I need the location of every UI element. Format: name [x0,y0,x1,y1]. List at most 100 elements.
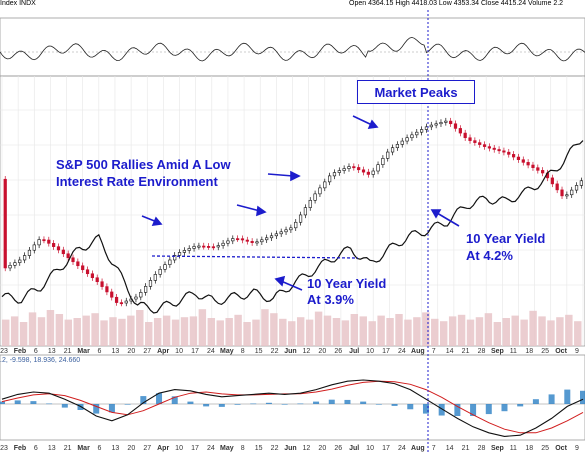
macd-histogram-bar [108,404,115,413]
macd-histogram-bar [234,404,241,405]
volume-bar [46,310,55,346]
x-tick-label: 7 [432,445,436,452]
volume-bar [127,315,135,346]
candle-body [81,265,85,271]
candle-body [439,122,443,125]
arrow-1-head [151,216,163,226]
volume-bar [332,318,341,346]
candle-body [37,239,41,246]
price-candles [3,117,583,307]
yield-line [1,140,584,314]
macd-histogram-bar [391,404,398,406]
x-tick-label: 13 [48,445,56,452]
volume-bar [198,309,207,346]
candle-body [574,185,579,191]
yield-42-line2: At 4.2% [466,248,513,263]
candle-body [507,151,511,155]
volume-bar [37,317,46,346]
macd-histogram-bar [14,400,21,404]
macd-line [1,379,584,437]
x-tick-label: 15 [255,445,263,452]
x-tick-label: 17 [382,348,390,355]
candle-body [449,120,453,125]
x-tick-label: 10 [175,445,183,452]
x-tick-label: May [220,445,234,452]
x-tick-label: Oct [555,348,567,355]
volume-bar [82,315,90,346]
candle-body [187,248,191,251]
macd-panel [0,354,585,441]
x-tick-label: 24 [398,445,406,452]
candle-body [66,253,70,259]
arrow-5-head [274,275,286,287]
x-tick-label: 18 [525,445,533,452]
x-tick-label: 27 [143,445,151,452]
x-tick-label: Oct [555,445,567,452]
candle-body [47,239,51,244]
volume-bar [118,318,126,346]
x-tick-label: Jun [284,445,296,452]
macd-histogram-bar [580,390,585,404]
candle-body [463,132,467,139]
candle-body [347,166,351,169]
x-tick-label: 22 [271,348,279,355]
candle-body [124,300,128,304]
candle-body [240,238,245,241]
arrow-2 [236,204,261,212]
candle-body [265,237,269,241]
candle-body [168,259,172,265]
volume-bar [109,317,117,346]
candle-body [27,249,32,256]
x-tick-label: 20 [127,445,135,452]
macd-histogram-bar [344,399,351,404]
x-tick-label: 10 [366,348,374,355]
candle-body [386,151,390,159]
volume-bar [10,316,19,346]
macd-histogram-bar [250,403,257,405]
annotation-arrows [141,115,460,291]
candle-body [579,180,583,186]
yield-series-line [1,140,584,314]
volume-bar [171,319,180,346]
volume-bar [28,312,37,346]
rallies-line1: S&P 500 Rallies Amid A Low [56,157,231,172]
x-tick-label: Feb [14,348,26,355]
candle-body [236,238,240,241]
candle-body [177,252,182,256]
candle-body [274,233,278,237]
candle-body [328,175,332,183]
candle-body [521,159,525,163]
candle-body [390,147,395,153]
candle-body [119,302,124,305]
volume-bar [162,315,171,346]
x-tick-label: 7 [432,348,436,355]
candle-body [18,259,22,263]
x-tick-label: 10 [175,348,183,355]
arrow-3-head [290,170,301,182]
candle-body [85,269,90,275]
x-tick-label: 6 [34,348,38,355]
volume-bar [475,317,484,346]
candle-body [32,244,36,251]
candle-body [361,169,366,173]
candle-body [226,240,230,244]
candle-body [202,245,206,248]
volume-bar [225,318,233,346]
x-tick-label: 14 [446,445,454,452]
candle-body [410,134,414,139]
x-tick-label: 17 [382,445,390,452]
candle-body [444,120,448,123]
macd-histogram-bar [360,401,367,404]
macd-histogram-bar [124,404,131,405]
x-tick-label: Sep [491,445,504,452]
volume-bar [574,321,582,346]
candle-body [560,189,564,197]
candle-body [139,292,143,298]
volume-bar [502,318,510,346]
candle-body [192,246,196,249]
candle-body [550,177,554,185]
volume-bar [341,320,350,346]
candle-body [531,164,535,168]
candle-body [366,171,370,175]
